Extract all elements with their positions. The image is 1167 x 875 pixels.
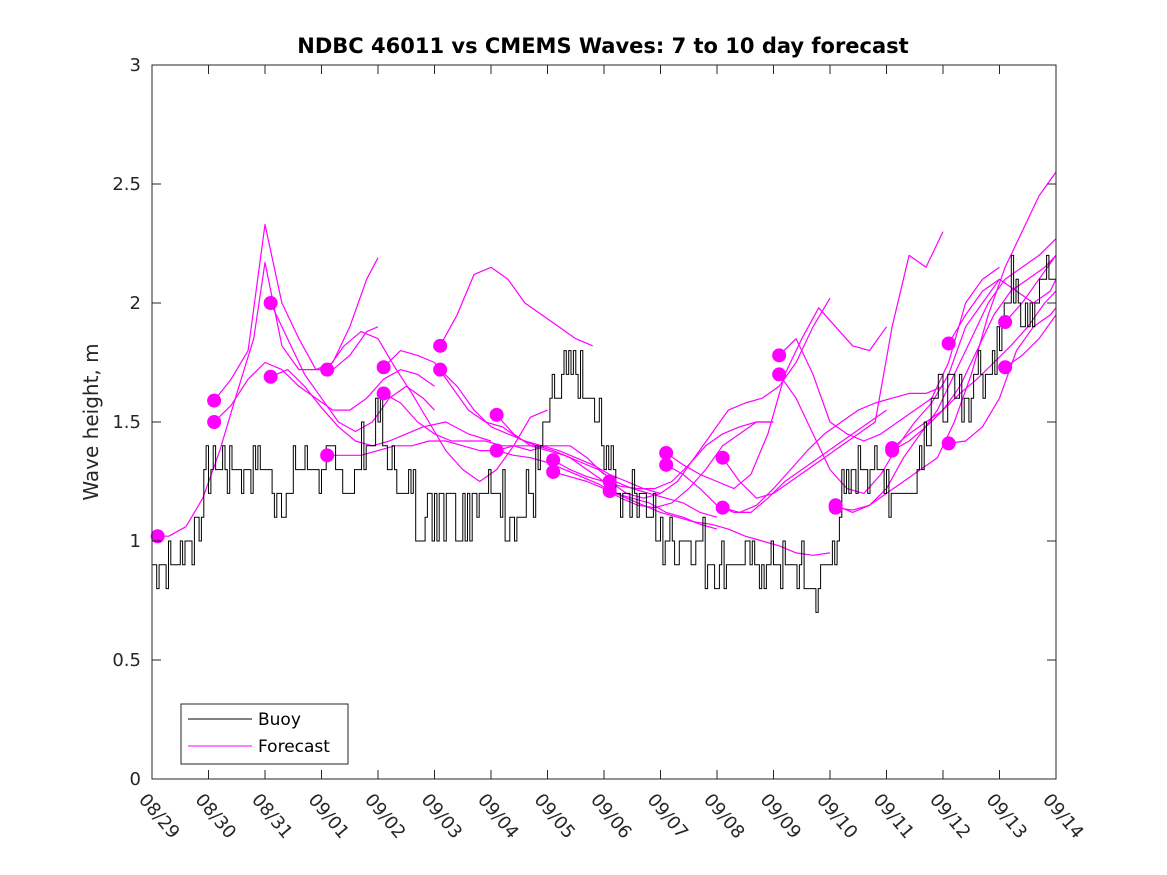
forecast-start-marker-2 [207,393,222,408]
forecast-start-marker-17 [602,484,617,499]
forecast-line-25 [835,238,1057,511]
forecast-start-marker-31 [998,360,1013,375]
legend-box [180,703,349,765]
forecast-line-23 [778,278,1000,494]
legend-forecast-label: Forecast [258,737,330,757]
forecast-start-marker-27 [885,443,900,458]
forecast-start-marker-20 [715,450,730,465]
chart-title: NDBC 46011 vs CMEMS Waves: 7 to 10 day f… [297,34,908,58]
y-tick-label: 1 [130,531,141,552]
forecast-start-marker-10 [433,338,448,353]
forecast-start-marker-9 [376,386,391,401]
forecast-start-marker-14 [546,453,561,468]
buoy-line-group [152,254,1056,613]
forecast-start-marker-7 [320,448,335,463]
forecast-line-21 [722,385,944,514]
forecast-line-10 [439,266,593,347]
forecast-start-marker-19 [659,457,674,472]
forecast-line-18 [665,307,887,490]
forecast-line-11 [439,369,661,494]
forecast-start-marker-23 [772,367,787,382]
forecast-line-20 [722,231,944,499]
y-axis-label: Wave height, m [79,343,103,500]
y-tick-label: 3 [130,55,141,76]
y-tick-label: 0 [130,769,141,790]
forecast-line-2 [213,223,379,401]
forecast-start-marker-29 [941,436,956,451]
forecast-start-marker-3 [207,415,222,429]
forecast-line-26 [891,254,1057,449]
forecast-start-marker-12 [489,407,504,422]
forecast-start-marker-5 [263,369,278,384]
forecast-line-15 [552,421,774,509]
forecast-line-14 [552,421,774,490]
forecast-start-marker-8 [376,360,391,375]
forecast-start-marker-22 [772,348,787,363]
forecast-line-4 [270,302,435,433]
forecast-line-1 [152,261,379,537]
legend-buoy-label: Buoy [258,710,301,730]
y-tick-label: 1.5 [112,412,141,433]
forecast-start-marker-18 [659,445,674,460]
y-tick-label: 2 [130,293,141,314]
legend: Buoy Forecast [180,703,349,765]
forecast-line-31 [1004,314,1057,368]
y-axis: 0 0.5 1 1.5 2 2.5 3 [112,55,1056,790]
forecast-line-30 [1004,255,1057,323]
forecast-markers-group [150,296,1013,544]
plot-area [152,65,1056,779]
forecast-start-marker-25 [828,500,843,515]
forecast-start-marker-28 [941,336,956,351]
forecast-line-8 [383,350,605,475]
y-tick-label: 2.5 [112,174,141,195]
forecast-line-27 [891,290,1057,452]
forecast-start-marker-6 [320,362,335,377]
forecast-line-6 [326,331,548,483]
y-tick-label: 0.5 [112,650,141,671]
forecast-start-marker-1 [150,529,165,544]
forecast-line-28 [948,278,1057,344]
forecast-line-19 [665,409,887,514]
forecast-start-marker-15 [546,464,561,479]
forecast-start-marker-4 [263,296,278,310]
forecast-start-marker-21 [715,500,730,515]
forecast-start-marker-30 [998,315,1013,330]
forecast-line-29 [948,307,1057,444]
buoy-line [152,254,1056,613]
forecast-start-marker-13 [489,443,504,458]
forecast-start-marker-11 [433,362,448,377]
forecast-lines-group [152,171,1057,556]
forecast-line-22 [778,266,1000,442]
